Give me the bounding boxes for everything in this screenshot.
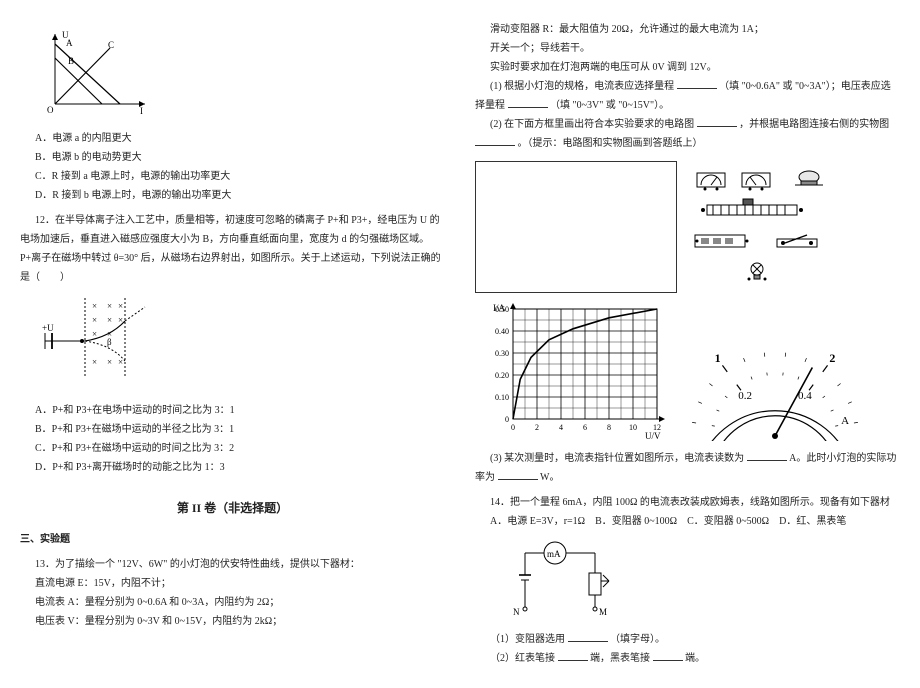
n-label: N [513,607,520,617]
opt-c: C．R 接到 a 电源上时，电源的输出功率更大 [20,167,445,186]
q12-c: C．P+和 P3+在磁场中运动的时间之比为 3：2 [20,439,445,458]
q14-text: 14．把一个量程 6mA，内阻 100Ω 的电流表改装成欧姆表，线路如图所示。现… [475,493,900,512]
q14-1b: （填字母）。 [610,634,665,645]
axis-i: I [140,106,143,116]
q14-2a: （2）红表笔接 [490,653,558,664]
q13-2a: (2) 在下面方框里画出符合本实验要求的电路图 [490,119,697,130]
origin-o: O [47,105,54,115]
svg-text:×: × [107,357,112,367]
svg-text:0: 0 [505,415,509,424]
q13-a: 直流电源 E：15V，内阻不计； [20,574,445,593]
svg-text:0.20: 0.20 [495,371,509,380]
q14-2c: 端。 [685,653,705,664]
svg-text:0.10: 0.10 [495,393,509,402]
svg-text:×: × [107,315,112,325]
m-label: M [599,607,607,617]
graph-magnetic: ××× ××× ×× ××× +U β [40,293,445,395]
label-beta: β [107,337,112,347]
blank-black[interactable] [653,650,683,661]
lower-images: 02468101200.100.200.300.400.50U/VI/A 012… [475,301,900,441]
circuit-area [475,161,900,293]
ohmmeter-circuit: mA M N [495,537,900,624]
q13-b: 电流表 A：量程分别为 0~0.6A 和 0~3A，内阻约为 2Ω； [20,593,445,612]
iv-graph: 02468101200.100.200.300.400.50U/VI/A [475,301,665,441]
q14-2: （2）红表笔接 端，黑表笔接 端。 [475,649,900,668]
svg-text:×: × [118,357,123,367]
ammeter-dial: 012300.20.40.6A [675,331,875,441]
label-b: B [68,56,74,66]
svg-text:8: 8 [607,423,611,432]
q14-1: （1）变阻器选用 （填字母）。 [475,630,900,649]
opt-a: A．电源 a 的内阻更大 [20,129,445,148]
bulb-icon [687,259,847,281]
blank-power[interactable] [498,469,538,480]
svg-text:U/V: U/V [645,431,661,441]
q12-text: 12．在半导体离子注入工艺中，质量相等，初速度可忽略的磷离子 P+和 P3+，经… [20,211,445,287]
svg-text:I/A: I/A [493,303,505,313]
meter-icons [687,161,847,191]
section3-title: 三、实验题 [20,530,445,549]
circuit-box[interactable] [475,161,677,293]
svg-text:0.2: 0.2 [738,390,752,402]
q14-opts: A．电源 E=3V，r=1Ω B．变阻器 0~100Ω C．变阻器 0~500Ω… [475,512,900,531]
blank-red[interactable] [558,650,588,661]
blank-rheostat[interactable] [568,631,608,642]
svg-text:2: 2 [829,351,835,365]
q13-1-end: （填 "0~3V" 或 "0~15V"）。 [550,100,669,111]
right-column: 滑动变阻器 R：最大阻值为 20Ω，允许通过的最大电流为 1A； 开关一个；导线… [475,20,900,668]
svg-text:×: × [92,301,97,311]
q13-3: (3) 某次测量时，电流表指针位置如图所示，电流表读数为 A。此时小灯泡的实际功… [475,449,900,487]
q14-2b: 端，黑表笔接 [590,653,653,664]
svg-text:10: 10 [629,423,637,432]
r-line2: 开关一个；导线若干。 [475,39,900,58]
label-c: C [108,40,114,50]
svg-text:6: 6 [583,423,587,432]
blank-circuit[interactable] [697,116,737,127]
blank-current[interactable] [747,450,787,461]
q13-3a: (3) 某次测量时，电流表指针位置如图所示，电流表读数为 [490,453,747,464]
opt-d: D．R 接到 b 电源上时，电源的输出功率更大 [20,186,445,205]
svg-text:0.30: 0.30 [495,349,509,358]
q13-1: (1) 根据小灯泡的规格，电流表应选择量程 （填 "0~0.6A" 或 "0~3… [475,77,900,115]
svg-text:A: A [841,415,849,427]
q13-1-a: (1) 根据小灯泡的规格，电流表应选择量程 [490,81,677,92]
left-column: U I O A B C A．电源 a 的内阻更大 B．电源 b 的电动势更大 C… [20,20,445,668]
svg-text:×: × [92,357,97,367]
r-line3: 实验时要求加在灯泡两端的电压可从 0V 调到 12V。 [475,58,900,77]
equipment-icons [687,161,900,281]
q12-b: B．P+和 P3+在磁场中运动的半径之比为 3：1 [20,420,445,439]
blank-ammeter[interactable] [677,78,717,89]
q13-2: (2) 在下面方框里画出符合本实验要求的电路图 ，并根据电路图连接右侧的实物图 … [475,115,900,153]
blank-voltmeter[interactable] [508,97,548,108]
q13-head: 13．为了描绘一个 "12V、6W" 的小灯泡的伏安特性曲线，提供以下器材： [20,555,445,574]
q13-2c: 。（提示：电路图和实物图画到答题纸上） [518,138,703,149]
svg-text:0: 0 [511,423,515,432]
q12-d: D．P+和 P3+离开磁场时的动能之比为 1：3 [20,458,445,477]
rheostat-icon [687,197,847,223]
svg-text:4: 4 [559,423,563,432]
q14-1a: （1）变阻器选用 [490,634,568,645]
page-root: U I O A B C A．电源 a 的内阻更大 B．电源 b 的电动势更大 C… [20,20,900,668]
svg-text:×: × [92,315,97,325]
label-plus-u: +U [42,323,54,333]
q13-c: 电压表 V：量程分别为 0~3V 和 0~15V，内阻约为 2kΩ； [20,612,445,631]
ma-label: mA [547,549,561,559]
svg-text:×: × [107,301,112,311]
q13-3c: W。 [540,472,559,483]
r-line1: 滑动变阻器 R：最大阻值为 20Ω，允许通过的最大电流为 1A； [475,20,900,39]
svg-text:×: × [92,329,97,339]
part2-title: 第 II 卷（非选择题） [20,497,445,520]
blank-physical[interactable] [475,135,515,146]
svg-text:0.40: 0.40 [495,327,509,336]
svg-text:0.4: 0.4 [798,390,812,402]
q12-a: A．P+和 P3+在电场中运动的时间之比为 3：1 [20,401,445,420]
q13-2b: ，并根据电路图连接右侧的实物图 [739,119,889,130]
svg-text:2: 2 [535,423,539,432]
battery-switch-icons [687,229,847,253]
svg-text:×: × [118,301,123,311]
svg-text:1: 1 [715,351,721,365]
graph-ui: U I O A B C [40,26,445,123]
label-a: A [66,38,73,48]
opt-b: B．电源 b 的电动势更大 [20,148,445,167]
